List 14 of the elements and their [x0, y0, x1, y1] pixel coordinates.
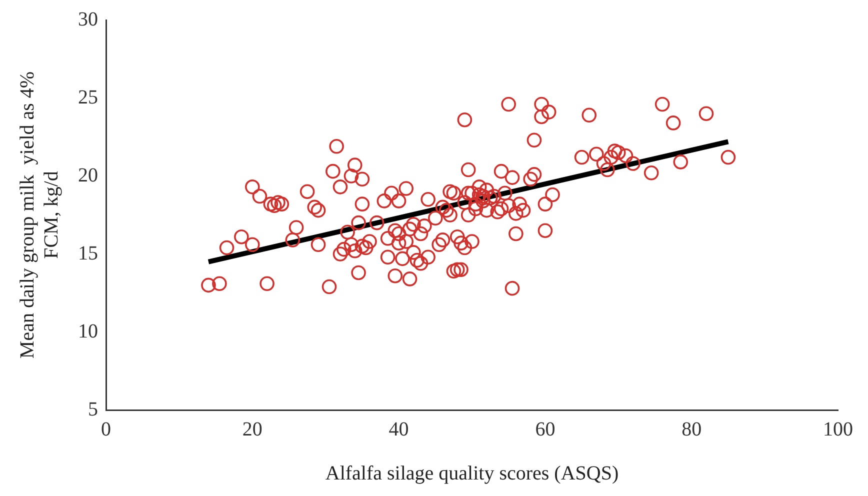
x-tick-label: 0 — [101, 418, 111, 440]
x-tick-label: 80 — [682, 418, 702, 440]
x-tick-label: 20 — [242, 418, 262, 440]
x-tick-label: 100 — [823, 418, 853, 440]
y-tick-label: 15 — [78, 242, 98, 264]
y-tick-label: 25 — [78, 86, 98, 108]
y-tick-label: 10 — [78, 320, 98, 342]
y-tick-label: 5 — [88, 398, 98, 420]
y-tick-label: 30 — [78, 8, 98, 30]
x-tick-label: 60 — [535, 418, 556, 440]
y-tick-label: 20 — [78, 164, 98, 186]
x-tick-label: 40 — [388, 418, 409, 440]
x-axis-title: Alfalfa silage quality scores (ASQS) — [325, 462, 619, 484]
y-axis-title: Mean daily group milk yield as 4% FCM, kg/d — [16, 71, 62, 359]
